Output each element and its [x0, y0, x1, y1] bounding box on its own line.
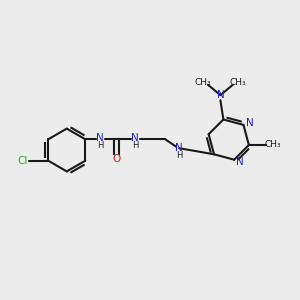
- Text: CH₃: CH₃: [230, 78, 247, 87]
- Text: O: O: [112, 154, 120, 164]
- Text: H: H: [97, 141, 104, 150]
- Text: N: N: [245, 118, 253, 128]
- Text: H: H: [176, 151, 182, 160]
- Text: H: H: [132, 141, 138, 150]
- Text: N: N: [217, 90, 224, 100]
- Text: N: N: [236, 157, 244, 167]
- Text: CH₃: CH₃: [194, 78, 211, 87]
- Text: N: N: [96, 133, 104, 143]
- Text: N: N: [176, 143, 183, 153]
- Text: N: N: [131, 133, 139, 143]
- Text: Cl: Cl: [17, 156, 27, 166]
- Text: CH₃: CH₃: [265, 140, 281, 149]
